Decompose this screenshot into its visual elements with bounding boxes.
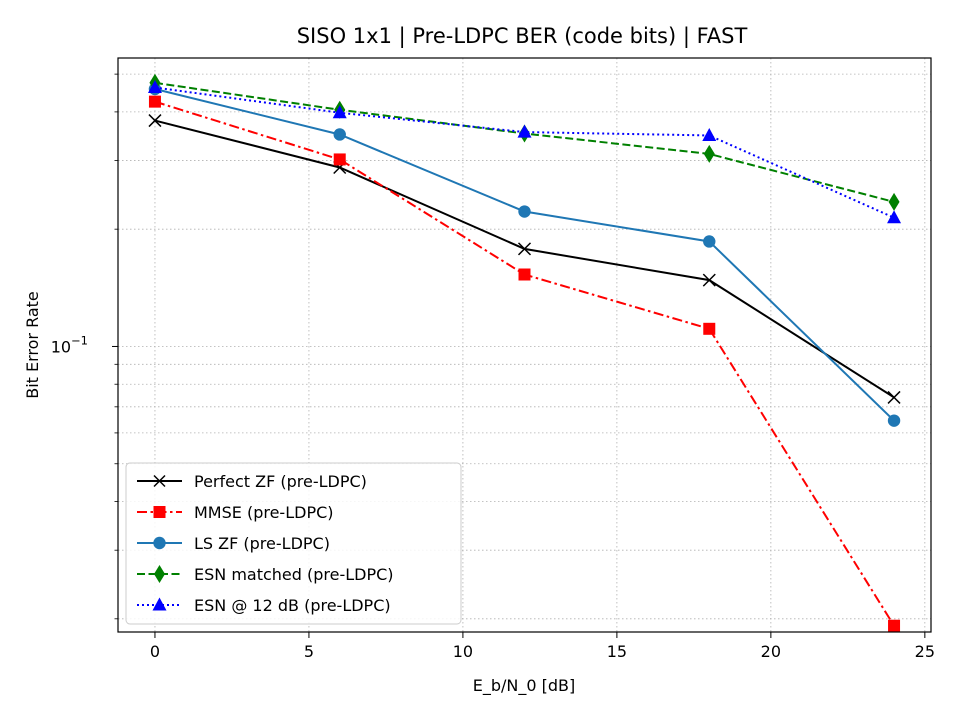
x-tick-label: 0	[150, 642, 160, 661]
x-marker	[153, 474, 166, 488]
legend-label: LS ZF (pre-LDPC)	[194, 534, 330, 553]
plot-frame	[117, 57, 932, 633]
x-tick-label: 5	[304, 642, 314, 661]
y-axis-label: Bit Error Rate	[23, 291, 42, 399]
triangle-marker	[887, 210, 902, 224]
diamond-marker	[154, 565, 165, 583]
chart-title: SISO 1x1 | Pre-LDPC BER (code bits) | FA…	[297, 24, 748, 49]
series-layer	[147, 73, 902, 632]
triangle-marker	[702, 127, 717, 141]
circle-marker	[703, 235, 716, 248]
square-marker	[333, 153, 346, 166]
triangle-marker	[332, 105, 347, 119]
legend-item: ESN matched (pre-LDPC)	[137, 565, 394, 584]
series-4	[147, 80, 902, 224]
square-marker	[153, 506, 166, 518]
square-marker	[518, 268, 531, 281]
square-marker	[888, 619, 901, 632]
x-tick-label: 15	[607, 642, 627, 661]
x-tick-label: 20	[761, 642, 781, 661]
x-marker	[887, 390, 901, 404]
triangle-marker	[517, 124, 532, 138]
x-tick-label: 25	[915, 642, 935, 661]
series-1	[148, 95, 901, 632]
x-axis-ticks: 0 5 10 15 20 25	[150, 632, 935, 661]
x-axis-label: E_b/N_0 [dB]	[473, 676, 576, 696]
x-marker	[148, 114, 162, 128]
legend-item: ESN @ 12 dB (pre-LDPC)	[137, 596, 391, 615]
legend-label: ESN @ 12 dB (pre-LDPC)	[194, 596, 391, 615]
triangle-marker	[147, 80, 162, 94]
legend-label: Perfect ZF (pre-LDPC)	[194, 472, 367, 491]
diamond-marker	[888, 192, 900, 211]
legend-item: MMSE (pre-LDPC)	[137, 503, 334, 522]
legend-label: ESN matched (pre-LDPC)	[194, 565, 394, 584]
circle-marker	[153, 536, 166, 550]
circle-marker	[333, 128, 346, 141]
square-marker	[703, 322, 716, 335]
x-marker	[702, 273, 716, 287]
legend-box	[125, 462, 462, 625]
y-tick-exponent: −1	[71, 333, 88, 347]
triangle-marker	[152, 597, 167, 611]
legend-item: LS ZF (pre-LDPC)	[137, 534, 330, 553]
square-marker	[148, 95, 161, 108]
legend-label: MMSE (pre-LDPC)	[194, 503, 334, 522]
grid	[118, 58, 931, 632]
diamond-marker	[703, 144, 715, 163]
circle-marker	[518, 205, 531, 218]
legend-item: Perfect ZF (pre-LDPC)	[137, 472, 367, 491]
series-0	[148, 114, 901, 404]
legend: Perfect ZF (pre-LDPC) MMSE (pre-LDPC) LS Z…	[125, 462, 462, 625]
circle-marker	[887, 414, 901, 427]
x-tick-label: 10	[453, 642, 473, 661]
x-marker	[517, 242, 532, 256]
